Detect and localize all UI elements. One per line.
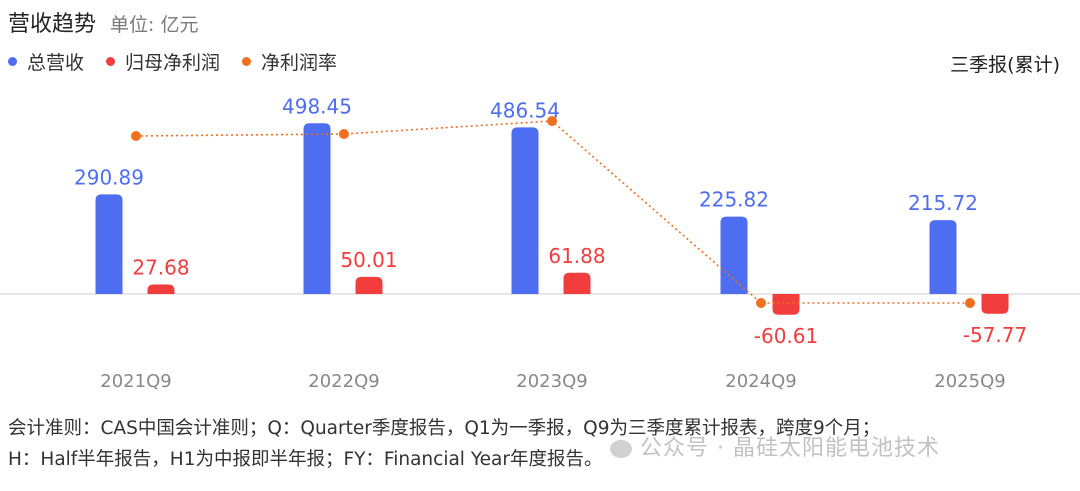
revenue-value-label: 215.72 bbox=[908, 191, 978, 215]
legend-label-net-profit: 归母净利润 bbox=[125, 52, 221, 74]
net-margin-point bbox=[547, 116, 557, 126]
net-margin-point bbox=[131, 131, 141, 141]
report-type-selector[interactable]: 三季报(累计) bbox=[950, 54, 1060, 76]
legend-dot-net-profit bbox=[106, 57, 116, 66]
net-margin-point bbox=[339, 129, 349, 139]
chart-header: 营收趋势 单位: 亿元 bbox=[8, 6, 198, 38]
net-margin-point bbox=[965, 298, 975, 308]
revenue-bar bbox=[95, 194, 123, 294]
net-margin-line bbox=[135, 120, 970, 304]
net-profit-value-label: 61.88 bbox=[548, 244, 605, 268]
revenue-value-label: 225.82 bbox=[699, 188, 769, 212]
net-profit-value-label: 27.68 bbox=[132, 256, 189, 280]
x-tick-label: 2025Q9 bbox=[934, 371, 1005, 392]
net-profit-bar bbox=[355, 276, 383, 294]
net-profit-bar bbox=[772, 294, 800, 315]
revenue-bar bbox=[720, 216, 748, 294]
chart-canvas: 290.8927.682021Q9498.4550.012022Q9486.54… bbox=[0, 94, 1080, 392]
legend-dot-margin bbox=[242, 57, 252, 66]
x-tick-label: 2023Q9 bbox=[516, 371, 587, 392]
x-tick-label: 2021Q9 bbox=[100, 371, 171, 392]
legend-dot-revenue bbox=[8, 57, 17, 66]
net-profit-value-label: 50.01 bbox=[340, 248, 397, 272]
net-profit-value-label: -57.77 bbox=[963, 323, 1027, 347]
revenue-bar bbox=[929, 220, 957, 294]
net-profit-value-label: -60.61 bbox=[754, 324, 818, 348]
legend-item-net-profit[interactable]: 归母净利润 bbox=[106, 48, 220, 75]
x-tick-label: 2024Q9 bbox=[725, 371, 796, 392]
unit-label: 单位: 亿元 bbox=[110, 14, 199, 36]
x-tick-label: 2022Q9 bbox=[308, 371, 379, 392]
footnote: 会计准则：CAS中国会计准则；Q：Quarter季度报告，Q1为一季报，Q9为三… bbox=[8, 413, 1076, 475]
legend: 总营收 归母净利润 净利润率 bbox=[8, 48, 337, 75]
chart-title: 营收趋势 bbox=[8, 12, 97, 37]
footnote-line-2: H：Half半年报告，H1为中报即半年报；FY：Financial Year年度… bbox=[8, 449, 603, 470]
net-profit-bar bbox=[563, 272, 591, 294]
revenue-bar bbox=[511, 127, 539, 294]
legend-item-revenue[interactable]: 总营收 bbox=[8, 48, 84, 75]
net-profit-bar bbox=[981, 294, 1009, 314]
legend-item-margin[interactable]: 净利润率 bbox=[242, 48, 337, 75]
footnote-line-1: 会计准则：CAS中国会计准则；Q：Quarter季度报告，Q1为一季报，Q9为三… bbox=[8, 418, 881, 439]
legend-label-margin: 净利润率 bbox=[261, 52, 338, 74]
revenue-value-label: 290.89 bbox=[74, 165, 144, 189]
net-profit-bar bbox=[147, 284, 175, 294]
net-margin-point bbox=[756, 298, 766, 308]
legend-label-revenue: 总营收 bbox=[27, 52, 85, 74]
revenue-value-label: 498.45 bbox=[282, 94, 352, 118]
revenue-bar bbox=[303, 123, 331, 294]
